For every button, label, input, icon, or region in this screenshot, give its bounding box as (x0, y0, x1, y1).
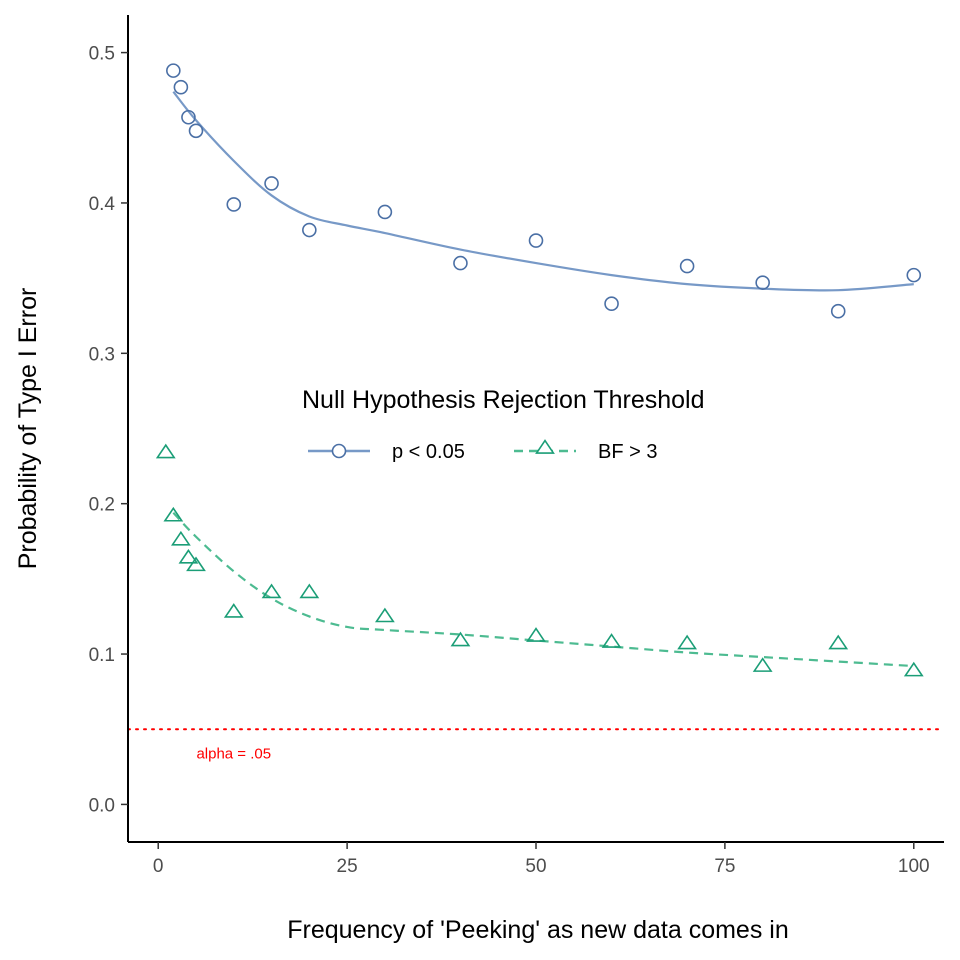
data-point-triangle (450, 631, 471, 647)
x-tick-label: 25 (337, 856, 358, 877)
data-point-triangle (155, 443, 176, 459)
legend: Null Hypothesis Rejection Threshold p < … (302, 386, 705, 463)
data-point-circle (188, 123, 204, 139)
data-point-circle (302, 222, 317, 238)
axes-group (127, 15, 944, 843)
x-tick-label: 0 (153, 856, 164, 877)
data-point-circle (906, 267, 922, 283)
data-point-triangle (261, 583, 282, 599)
data-point-triangle (163, 506, 184, 522)
data-point-triangle (677, 634, 698, 650)
x-tick-label: 50 (525, 856, 546, 877)
data-point-triangle (526, 627, 546, 642)
data-point-triangle (170, 530, 191, 546)
data-point-circle (604, 296, 619, 311)
series-smooth-line-2 (172, 511, 914, 668)
y-tick-label: 0.0 (89, 795, 115, 816)
x-axis-title: Frequency of 'Peeking' as new data comes… (287, 916, 789, 944)
data-point-circle (377, 204, 393, 220)
legend-label-2: BF > 3 (598, 441, 657, 463)
data-point-circle (264, 176, 279, 191)
data-point-triangle (299, 583, 320, 599)
y-tick-label: 0.3 (89, 344, 115, 365)
data-point-triangle (223, 603, 244, 618)
series-smooth-line-1 (172, 91, 914, 292)
data-point-circle (830, 303, 846, 319)
data-point-circle (453, 255, 468, 271)
ticks-group: 0 25 50 75 100 0.0 0.1 0.2 0.3 0.4 0.5 (89, 44, 930, 877)
y-tick-label: 0.5 (89, 44, 115, 65)
data-point-circle (181, 109, 196, 125)
data-point-circle (226, 197, 242, 212)
data-point-circle (679, 258, 695, 274)
data-point-triangle (186, 556, 206, 572)
data-point-triangle (903, 661, 924, 677)
legend-label-1: p < 0.05 (392, 441, 465, 463)
reference-line-group: alpha = .05 (127, 728, 945, 762)
data-point-triangle (374, 607, 395, 623)
legend-key-circle (331, 443, 347, 459)
y-tick-label: 0.4 (89, 194, 116, 215)
smooth-lines-group (172, 91, 914, 668)
data-point-circle (755, 275, 770, 290)
legend-key-triangle (535, 439, 555, 454)
data-point-circle (166, 63, 181, 78)
y-tick-label: 0.2 (89, 495, 115, 516)
x-tick-label: 100 (898, 856, 930, 877)
data-point-triangle (752, 657, 773, 672)
data-point-circle (528, 233, 544, 248)
y-tick-label: 0.1 (89, 645, 115, 666)
alpha-reference-label: alpha = .05 (196, 745, 271, 762)
y-axis-title: Probability of Type I Error (14, 288, 42, 570)
data-points-group (155, 63, 924, 677)
data-point-triangle (828, 634, 849, 650)
legend-title: Null Hypothesis Rejection Threshold (302, 386, 705, 414)
data-point-circle (173, 79, 189, 95)
data-point-triangle (178, 548, 199, 564)
x-tick-label: 75 (714, 856, 735, 877)
data-point-triangle (601, 633, 622, 648)
